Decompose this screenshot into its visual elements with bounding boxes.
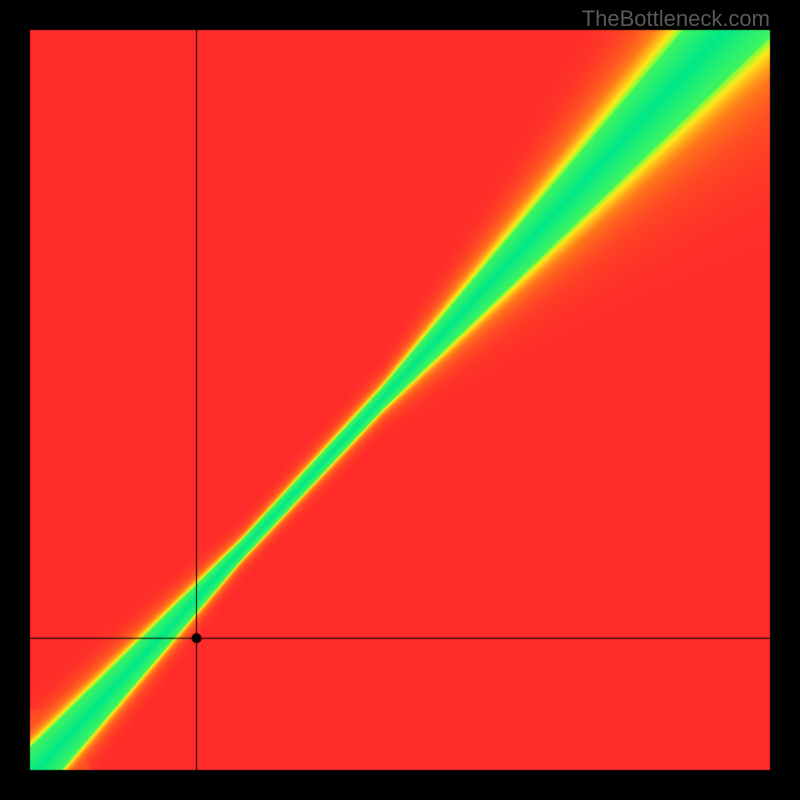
bottleneck-heatmap bbox=[0, 0, 800, 800]
chart-container: TheBottleneck.com bbox=[0, 0, 800, 800]
watermark-text: TheBottleneck.com bbox=[582, 6, 770, 32]
